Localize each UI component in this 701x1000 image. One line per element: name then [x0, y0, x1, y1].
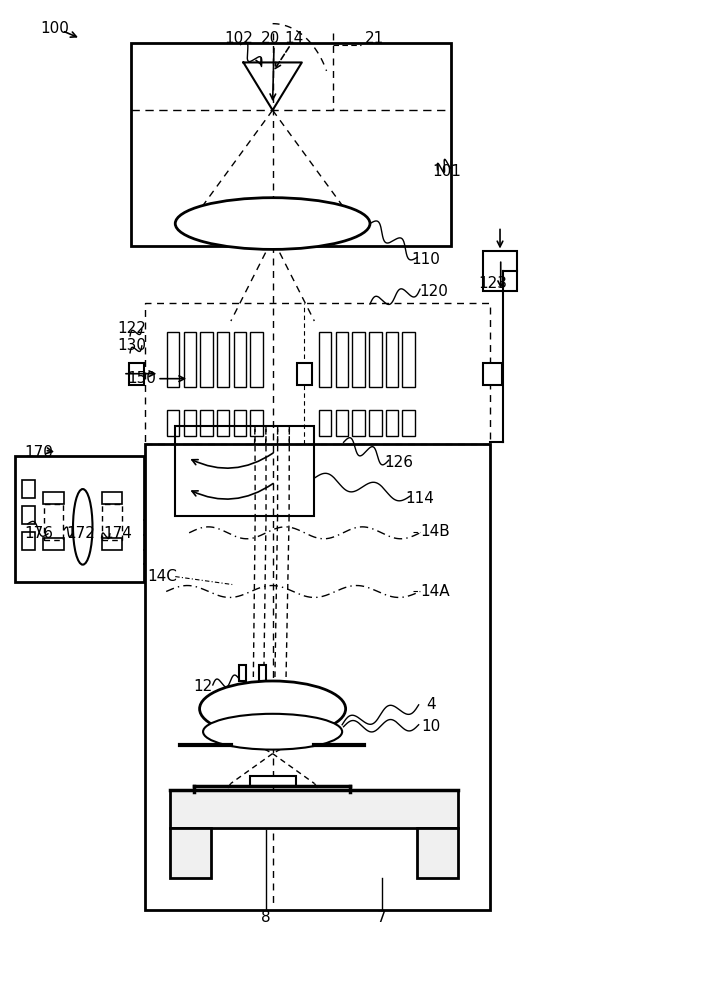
Bar: [102, 538, 123, 550]
Bar: [233, 410, 246, 436]
Bar: [145, 303, 489, 444]
Text: 126: 126: [385, 455, 414, 470]
Ellipse shape: [175, 198, 370, 249]
Bar: [319, 410, 332, 436]
Text: 101: 101: [432, 164, 461, 179]
Text: 12: 12: [193, 679, 212, 694]
Text: 130: 130: [117, 338, 146, 353]
Bar: [200, 332, 213, 387]
Text: 174: 174: [104, 526, 132, 541]
Bar: [336, 332, 348, 387]
Bar: [22, 506, 35, 524]
Text: 20: 20: [261, 31, 280, 46]
Bar: [43, 538, 64, 550]
Bar: [250, 410, 263, 436]
Bar: [297, 363, 312, 385]
Bar: [129, 363, 144, 385]
Bar: [184, 410, 196, 436]
Bar: [200, 410, 213, 436]
Bar: [233, 332, 246, 387]
Bar: [217, 410, 229, 436]
Bar: [402, 332, 415, 387]
Text: 21: 21: [365, 31, 384, 46]
Text: 100: 100: [41, 21, 69, 36]
Bar: [22, 480, 35, 498]
Bar: [259, 665, 266, 681]
Bar: [353, 410, 365, 436]
Bar: [131, 43, 451, 246]
Bar: [167, 332, 179, 387]
Text: 170: 170: [25, 445, 53, 460]
Bar: [43, 492, 64, 504]
Bar: [484, 363, 502, 385]
Bar: [239, 665, 246, 681]
Bar: [482, 251, 517, 291]
Bar: [402, 410, 415, 436]
Text: 4: 4: [426, 697, 436, 712]
Bar: [336, 410, 348, 436]
Ellipse shape: [200, 681, 346, 737]
Bar: [369, 332, 381, 387]
Bar: [386, 410, 398, 436]
Text: 122: 122: [117, 321, 146, 336]
Bar: [319, 332, 332, 387]
Bar: [369, 410, 381, 436]
Bar: [217, 332, 229, 387]
Text: 14C: 14C: [148, 569, 177, 584]
Bar: [353, 332, 365, 387]
Text: 14A: 14A: [421, 584, 450, 599]
Text: 8: 8: [261, 910, 271, 925]
Bar: [167, 410, 179, 436]
Bar: [15, 456, 144, 582]
Bar: [250, 776, 297, 786]
Text: 7: 7: [377, 910, 387, 925]
Text: 102: 102: [225, 31, 254, 46]
Bar: [170, 790, 458, 828]
Bar: [170, 828, 212, 878]
Bar: [102, 504, 122, 540]
Ellipse shape: [203, 714, 342, 750]
Text: 150: 150: [128, 371, 156, 386]
Bar: [145, 444, 489, 910]
Text: 120: 120: [419, 284, 449, 299]
Bar: [22, 532, 35, 550]
Text: 123: 123: [479, 276, 508, 291]
Text: 176: 176: [25, 526, 53, 541]
Text: 14B: 14B: [421, 524, 450, 539]
Text: 172: 172: [66, 526, 95, 541]
Bar: [416, 828, 458, 878]
Bar: [175, 426, 314, 516]
Bar: [184, 332, 196, 387]
Text: 14: 14: [284, 31, 303, 46]
Text: 110: 110: [411, 252, 440, 267]
Text: 114: 114: [406, 491, 435, 506]
Text: 10: 10: [421, 719, 441, 734]
Bar: [250, 332, 263, 387]
Bar: [386, 332, 398, 387]
Bar: [102, 492, 123, 504]
Bar: [43, 504, 63, 540]
